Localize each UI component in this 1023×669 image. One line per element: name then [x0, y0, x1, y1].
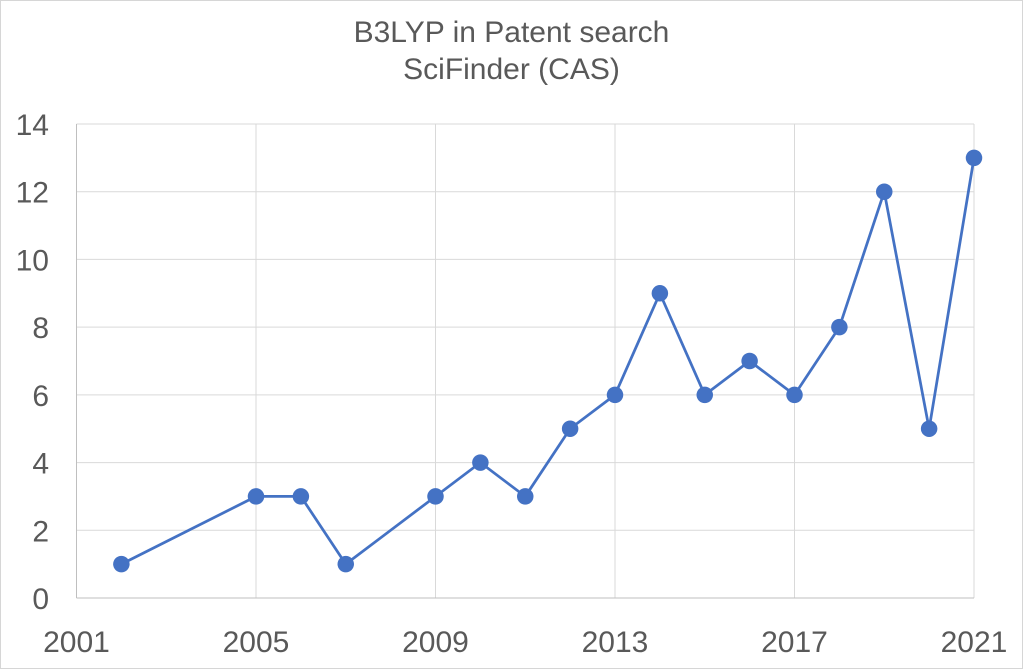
y-tick-label: 6: [32, 380, 49, 413]
data-point-marker: [606, 386, 624, 404]
data-point-marker: [561, 420, 579, 437]
y-tick-label: 4: [32, 448, 49, 481]
chart-title-line2: SciFinder (CAS): [403, 53, 620, 86]
data-point-marker: [337, 555, 354, 573]
y-tick-label: 0: [32, 583, 49, 616]
x-tick-label: 2017: [761, 626, 828, 659]
data-point-marker: [786, 386, 803, 404]
data-point-marker: [472, 454, 489, 471]
data-series-line: [120, 156, 976, 566]
y-tick-label: 8: [32, 312, 49, 345]
data-point-marker: [741, 352, 758, 370]
data-point-marker: [920, 420, 938, 437]
y-tick-label: 2: [32, 515, 49, 548]
data-point-marker: [696, 386, 713, 404]
y-tick-label: 14: [16, 109, 49, 142]
data-point-marker: [965, 149, 983, 167]
y-tick-label: 12: [16, 177, 49, 210]
chart-title: B3LYP in Patent search SciFinder (CAS): [1, 14, 1022, 88]
x-tick-label: 2009: [402, 626, 469, 659]
data-point-marker: [113, 555, 130, 573]
data-point-marker: [651, 285, 669, 302]
data-point-marker: [427, 488, 444, 505]
x-tick-label: 2001: [43, 626, 110, 659]
x-tick-label: 2013: [582, 626, 649, 659]
data-point-marker: [517, 488, 534, 505]
y-tick-label: 10: [16, 244, 49, 277]
x-tick-label: 2005: [223, 626, 290, 659]
chart-title-line1: B3LYP in Patent search: [353, 16, 670, 49]
data-point-marker: [876, 183, 893, 200]
data-point-marker: [831, 318, 848, 336]
x-tick-label: 2021: [941, 626, 1008, 659]
data-point-marker: [292, 488, 310, 505]
data-point-marker: [247, 488, 265, 505]
